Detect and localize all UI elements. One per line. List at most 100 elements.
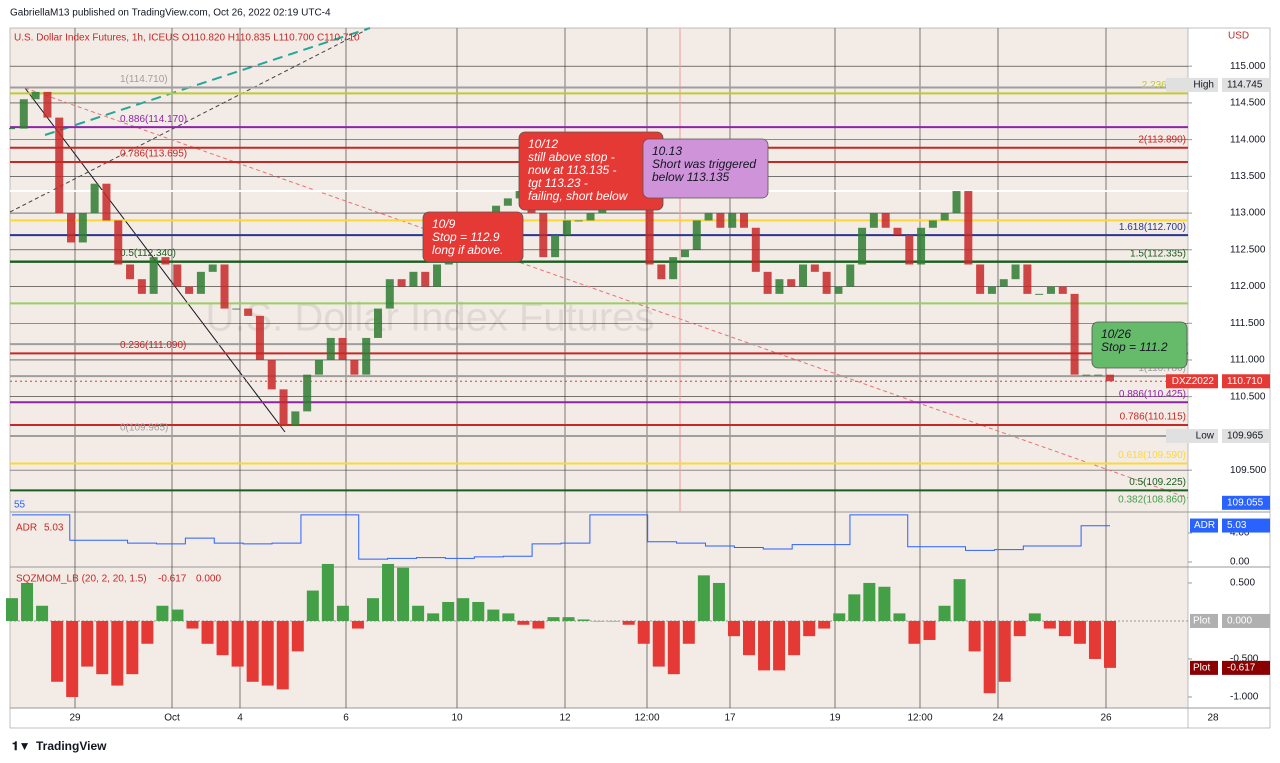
- tag-value-box: [1222, 495, 1270, 510]
- momentum-bar: [291, 620, 304, 652]
- candle: [43, 91, 52, 118]
- fib-label: 0(109.965): [120, 423, 168, 434]
- x-tick-label: 19: [829, 713, 841, 724]
- candle: [645, 205, 654, 265]
- tag-name-box: [1190, 518, 1218, 533]
- fib-label: 1(114.710): [120, 74, 168, 85]
- callout-text: below 113.135: [652, 170, 730, 184]
- momentum-bar: [743, 620, 756, 656]
- tag-value-box: [1222, 428, 1270, 443]
- momentum-bar: [727, 620, 740, 637]
- price-tag: 110.710: [1227, 376, 1263, 387]
- candle: [740, 213, 748, 228]
- candle: [1046, 286, 1055, 294]
- candle: [787, 279, 796, 287]
- momentum-bar: [382, 563, 395, 621]
- momentum-bar: [697, 575, 710, 621]
- candle: [196, 271, 205, 294]
- published-line: GabriellaM13 published on TradingView.co…: [10, 8, 331, 19]
- channel-line: [44, 27, 371, 136]
- callout-text: still above stop -: [528, 150, 615, 164]
- candle: [503, 198, 512, 206]
- tag-name: Plot: [1193, 663, 1210, 674]
- momentum-bar: [1073, 620, 1086, 644]
- candle: [1058, 286, 1067, 294]
- fib-label: 0.236(111.090): [120, 340, 186, 351]
- legend-value: 5.03: [44, 523, 64, 534]
- callout-text: Stop = 112.9: [432, 230, 500, 244]
- momentum-bar: [878, 586, 891, 621]
- momentum-bar: [171, 609, 184, 621]
- momentum-bar: [833, 613, 846, 621]
- tag-name-box: [1190, 660, 1218, 675]
- candle: [539, 213, 548, 258]
- candle: [409, 271, 418, 287]
- y-tick-label: 0.500: [1230, 578, 1255, 589]
- watermark: U.S. Dollar Index Futures: [205, 296, 654, 340]
- candle: [964, 191, 973, 265]
- candle: [763, 271, 772, 294]
- momentum-bar: [36, 605, 49, 621]
- tag-value-box: [1222, 77, 1270, 92]
- candle: [928, 220, 937, 228]
- momentum-bar: [848, 594, 861, 621]
- candle: [952, 191, 961, 214]
- candle: [433, 264, 442, 287]
- candle: [303, 374, 312, 412]
- side-label: 55: [14, 500, 26, 511]
- candle: [279, 389, 288, 427]
- candle: [704, 213, 713, 221]
- legend-title: ADR: [16, 523, 37, 534]
- momentum-bar: [1088, 620, 1101, 659]
- callout-text: 10/9: [432, 217, 456, 231]
- candle: [810, 264, 819, 272]
- momentum-bar: [1043, 620, 1056, 629]
- candle: [244, 308, 253, 316]
- candle: [692, 220, 701, 250]
- fib-label: 0.786(110.115): [1120, 412, 1186, 423]
- x-tick-label: 12:00: [634, 713, 659, 724]
- momentum-bar: [758, 620, 771, 671]
- adr-line: [12, 514, 1110, 560]
- dashed-trend: [24, 87, 1189, 499]
- callout-text: 10/12: [528, 137, 558, 151]
- callout-text: Stop = 111.2: [1101, 340, 1168, 354]
- plot-tag: 0.000: [1227, 616, 1252, 627]
- momentum-bar: [321, 563, 334, 621]
- momentum-bar: [351, 620, 364, 629]
- momentum-bar: [261, 620, 274, 686]
- callout: [1091, 321, 1188, 369]
- momentum-bar: [156, 605, 169, 621]
- candle: [385, 279, 394, 309]
- momentum-bar: [336, 605, 349, 621]
- momentum-bar: [908, 620, 921, 644]
- legend-title: SQZMOM_LB (20, 2, 20, 1.5): [16, 574, 147, 585]
- tag-name-box: [1166, 428, 1218, 443]
- candle: [869, 213, 878, 228]
- momentum-bar: [938, 605, 951, 621]
- momentum-bar: [96, 620, 109, 675]
- candle: [1106, 374, 1114, 382]
- price-tag: 109.055: [1227, 497, 1264, 508]
- channel-line: [9, 27, 371, 213]
- candle: [19, 99, 28, 129]
- candle: [161, 257, 170, 265]
- candle: [1011, 264, 1020, 280]
- candle: [102, 183, 111, 221]
- momentum-bar: [818, 620, 831, 629]
- candle: [1070, 293, 1079, 375]
- y-tick-label: 113.500: [1230, 171, 1266, 182]
- y-tick-label: 109.500: [1230, 465, 1267, 476]
- candle: [987, 286, 996, 294]
- momentum-bar: [998, 620, 1011, 682]
- momentum-bar: [532, 620, 545, 629]
- candle: [657, 264, 666, 280]
- candle: [362, 337, 371, 375]
- y-tick-label: -1.000: [1230, 692, 1259, 703]
- y-tick-label: 0.00: [1230, 557, 1250, 568]
- candle: [562, 220, 571, 236]
- callout-text: failing, short below: [528, 189, 629, 203]
- momentum-bar: [1028, 613, 1041, 621]
- tag-name: Low: [1196, 431, 1215, 442]
